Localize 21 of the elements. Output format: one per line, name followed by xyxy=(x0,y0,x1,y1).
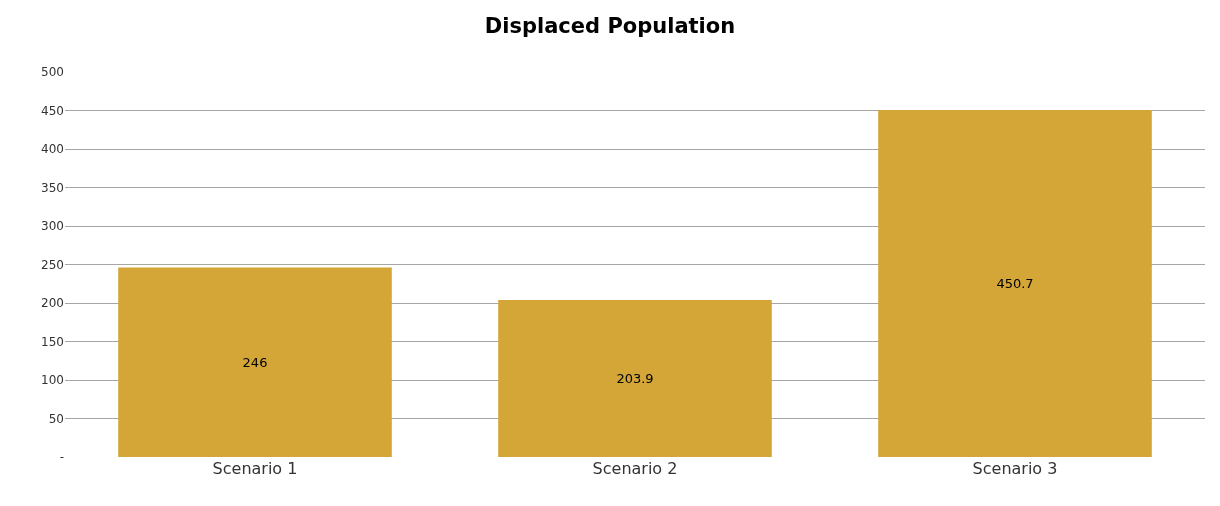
bar xyxy=(118,267,392,457)
y-tick-label: 50 xyxy=(48,411,64,426)
bar xyxy=(878,109,1152,457)
chart-title: Displaced Population xyxy=(484,13,736,38)
y-tick-label: 100 xyxy=(41,373,64,388)
y-tick-label: 500 xyxy=(41,65,64,80)
y-tick-label: 200 xyxy=(41,296,64,311)
bar xyxy=(498,300,772,457)
data-label: 203.9 xyxy=(616,371,654,386)
y-tick-label: 350 xyxy=(41,180,64,195)
y-tick-label: 150 xyxy=(41,334,64,349)
y-tick-label: 400 xyxy=(41,142,64,157)
data-label: 450.7 xyxy=(996,275,1034,291)
y-tick-label: 450 xyxy=(41,103,64,118)
x-tick-label: Scenario 1 xyxy=(212,459,298,478)
y-tick-label: - xyxy=(59,450,64,465)
data-label: 246 xyxy=(242,354,268,370)
y-tick-label: 250 xyxy=(41,257,64,272)
y-tick-label: 300 xyxy=(41,219,64,234)
x-tick-label: Scenario 3 xyxy=(972,459,1058,478)
x-tick-label: Scenario 2 xyxy=(592,459,678,478)
